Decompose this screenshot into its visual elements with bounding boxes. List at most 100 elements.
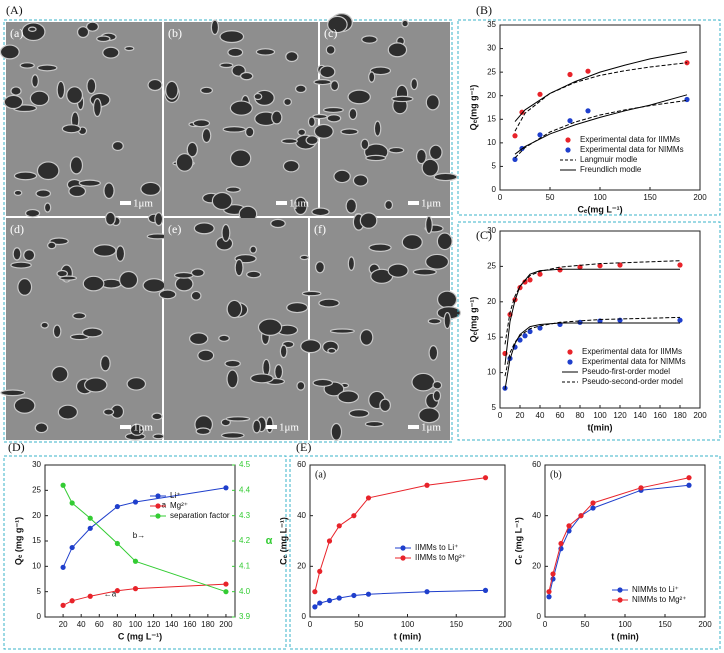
x-tick-label: 20 [59,620,68,629]
x-tick-label: 200 [498,620,512,629]
scale-label: 1μm [289,198,309,210]
pore [152,433,165,440]
pore [340,128,359,136]
legend-marker [400,545,406,551]
data-point [60,482,66,488]
pore [313,123,334,139]
data-point [317,568,323,575]
x-tick-label: 50 [354,620,363,629]
data-point [585,108,591,114]
x-tick-label: 150 [658,620,672,629]
pore [234,258,244,277]
y-tick-label: 5 [492,162,497,171]
x-axis-label: C (mg L⁻¹) [118,631,162,641]
y-tick-label: 20 [487,297,496,306]
pore [319,65,336,79]
x-tick-label: 60 [95,620,104,629]
pore [193,222,215,235]
data-point [557,267,563,273]
y-axis-label: Qₑ (mg g⁻¹) [13,517,23,565]
legend-label: separation factor [170,511,230,520]
pore [96,35,111,43]
data-point [546,594,552,600]
y-tick-label: 60 [532,460,541,469]
x-tick-label: 20 [516,411,525,420]
data-point [87,593,93,599]
scale-label: 1μm [421,422,441,434]
pore [192,119,211,128]
pore [165,80,179,100]
x-tick-label: 40 [77,620,86,629]
image-label: (e) [168,222,181,236]
data-point [60,602,66,608]
data-point [567,71,573,78]
x-tick-label: 160 [653,411,667,420]
y-tick-label: 40 [532,511,541,520]
scale-label: 1μm [133,422,153,434]
x-tick-label: 100 [593,411,607,420]
legend-marker [567,349,573,355]
sem-image [320,22,450,216]
pore [76,26,90,39]
y-tick-label: 35 [487,20,496,29]
series-line [514,94,688,155]
pore [307,116,316,128]
data-point [326,538,333,544]
y-tick-label: 25 [487,67,496,76]
data-point [537,132,543,138]
data-point [223,589,229,595]
pore [47,241,57,250]
legend-label: Langmuir modle [580,155,638,164]
panel-border [289,455,721,650]
x-tick-label: 140 [633,411,647,420]
series-line [548,477,690,592]
pore [43,202,52,213]
pore [13,397,36,414]
y2-tick-label: 4.5 [239,460,251,469]
data-point [677,262,683,268]
pore [86,78,97,95]
y2-tick-label: 4.0 [239,587,251,596]
pore [410,77,419,91]
data-point [512,156,518,162]
scale-bar [276,201,287,205]
series-line [504,268,680,365]
pore [200,86,214,95]
pore [222,126,246,133]
pore [36,64,58,72]
pore [274,364,284,380]
data-point [482,587,489,594]
legend-label: IIMMs to Li⁺ [415,543,458,552]
data-point [684,96,690,103]
y-tick-label: 25 [487,262,496,271]
pore [436,232,453,251]
series-line [62,583,227,606]
legend-marker [155,493,161,499]
data-point [351,513,357,519]
pore [56,80,66,99]
pore [432,389,442,402]
pore [84,377,108,393]
panel-label: (D) [8,440,25,454]
x-axis-label: t (min) [611,631,639,641]
y-tick-label: 10 [32,561,41,570]
pore [387,42,408,58]
pore [175,153,194,172]
pore [13,171,38,181]
pore [312,378,334,387]
image-label: (c) [324,26,337,40]
data-point [537,325,543,331]
pore [255,48,276,56]
pore [265,416,274,434]
pore [384,199,394,211]
x-tick-label: 120 [147,620,161,629]
series-line [548,484,690,597]
pore [427,318,442,325]
pore [66,86,84,105]
pore [224,359,241,368]
y-tick-label: 30 [487,226,496,235]
y-tick-label: 5 [37,587,42,596]
pore [299,254,310,261]
legend-label: Li⁺ [170,491,180,500]
pore [436,290,458,309]
